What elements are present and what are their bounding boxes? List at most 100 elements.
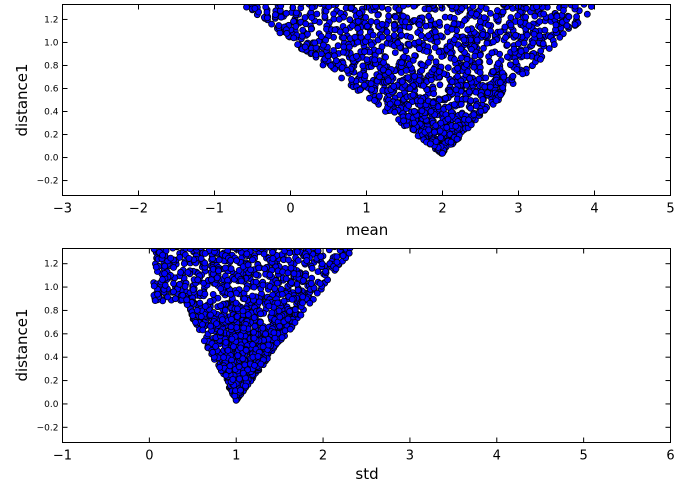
- bottom-y-axis-label: distance1: [13, 308, 31, 381]
- top-scatter-point: [492, 12, 500, 20]
- top-scatter-point: [347, 4, 355, 12]
- bottom-scatter-point: [171, 295, 179, 303]
- bottom-scatter-point: [269, 248, 276, 256]
- bottom-scatter-point: [211, 248, 218, 251]
- bottom-scatter-point: [208, 242, 214, 248]
- bottom-scatter-point: [255, 264, 263, 272]
- bottom-scatter-point: [216, 328, 224, 336]
- top-scatter-point: [431, 128, 438, 136]
- top-scatter-point: [331, 26, 339, 34]
- bottom-scatter-point: [152, 263, 160, 271]
- top-scatter-point: [418, 107, 426, 115]
- bottom-scatter-point: [179, 291, 187, 299]
- top-scatter-point: [510, 45, 518, 53]
- top-scatter-point: [497, 91, 505, 99]
- bottom-scatter-point: [248, 292, 256, 300]
- top-scatter-point: [476, 69, 484, 76]
- top-scatter-point: [298, 4, 305, 7]
- bottom-scatter-point: [239, 355, 247, 363]
- bottom-scatter-point: [250, 314, 258, 321]
- bottom-scatter-point: [241, 295, 248, 303]
- top-scatter-point: [363, 22, 371, 30]
- top-scatter-point: [530, 4, 535, 6]
- top-scatter-point: [295, 0, 301, 4]
- top-scatter-point: [442, 94, 450, 102]
- bottom-y-tick-label: 0.8: [44, 306, 59, 316]
- top-scatter-point: [405, 40, 413, 48]
- top-scatter-point: [563, 22, 571, 30]
- top-scatter-point: [385, 68, 393, 76]
- top-scatter-point: [453, 135, 461, 143]
- bottom-x-tick-label: −1: [53, 449, 72, 464]
- bottom-scatter-point: [180, 248, 183, 249]
- top-scatter-point: [484, 89, 492, 97]
- top-scatter-point: [405, 102, 413, 109]
- top-scatter-point: [448, 4, 456, 10]
- bottom-scatter-point: [169, 248, 177, 252]
- bottom-scatter-point: [287, 264, 295, 272]
- top-scatter-point: [400, 53, 408, 61]
- bottom-scatter-point: [227, 323, 235, 331]
- bottom-scatter-point: [310, 248, 317, 251]
- top-scatter-point: [571, 21, 579, 29]
- top-scatter-point: [345, 43, 353, 51]
- top-scatter-point: [376, 92, 383, 100]
- bottom-scatter-point: [181, 282, 189, 290]
- top-scatter-point: [467, 97, 475, 104]
- top-scatter-point: [450, 36, 458, 43]
- top-scatter-point: [448, 25, 456, 33]
- top-scatter-point: [514, 4, 517, 5]
- top-scatter-point: [514, 12, 521, 20]
- bottom-scatter-point: [261, 265, 269, 273]
- top-scatter-point: [476, 51, 484, 59]
- top-scatter-point: [492, 97, 500, 104]
- top-scatter-point: [415, 38, 423, 46]
- bottom-scatter-point: [280, 297, 288, 305]
- bottom-scatter-point: [233, 257, 241, 265]
- top-scatter-point: [480, 14, 488, 22]
- top-y-tick-label: 0.0: [44, 154, 59, 164]
- top-scatter-point: [332, 57, 340, 65]
- top-scatter-point: [427, 107, 435, 115]
- bottom-scatter-point: [189, 286, 197, 293]
- bottom-scatter-point: [151, 297, 159, 305]
- top-scatter-point: [425, 59, 432, 66]
- top-scatter-point: [271, 4, 276, 5]
- top-scatter-point: [457, 45, 465, 53]
- top-scatter-point: [560, 6, 567, 14]
- top-scatter-point: [415, 45, 423, 52]
- bottom-scatter-point: [316, 242, 322, 248]
- top-scatter-point: [243, 4, 250, 11]
- top-scatter-point: [470, 111, 478, 118]
- bottom-x-tick-label: 0: [145, 449, 153, 464]
- top-scatter-point: [540, 10, 548, 18]
- bottom-scatter-point: [221, 264, 229, 272]
- bottom-x-axis-label: std: [355, 465, 378, 483]
- top-x-tick-label: 5: [666, 202, 674, 217]
- bottom-scatter-point: [250, 283, 258, 291]
- top-scatter-point: [406, 85, 414, 93]
- bottom-scatter-point: [265, 302, 273, 310]
- top-scatter-point: [327, 62, 335, 69]
- top-scatter-point: [479, 96, 487, 103]
- bottom-scatter-point: [318, 260, 326, 268]
- top-scatter-point: [537, 56, 544, 63]
- bottom-scatter-point: [307, 280, 315, 287]
- top-scatter-point: [486, 58, 494, 66]
- bottom-scatter-point: [213, 320, 220, 328]
- bottom-scatter-point: [242, 346, 250, 354]
- top-scatter-point: [583, 10, 591, 18]
- top-scatter-point: [436, 81, 444, 89]
- bottom-scatter-point: [233, 305, 241, 313]
- bottom-axes-frame: [62, 248, 671, 443]
- top-scatter-point: [445, 103, 452, 111]
- top-scatter-point: [410, 119, 418, 127]
- top-scatter-point: [486, 83, 494, 91]
- top-scatter-point: [369, 31, 377, 39]
- top-y-tick-label: 0.4: [44, 108, 59, 118]
- bottom-scatter-point: [249, 256, 256, 264]
- top-scatter-point: [367, 18, 375, 25]
- top-y-tick-label: 1.2: [44, 15, 58, 25]
- bottom-scatter-point: [250, 334, 258, 342]
